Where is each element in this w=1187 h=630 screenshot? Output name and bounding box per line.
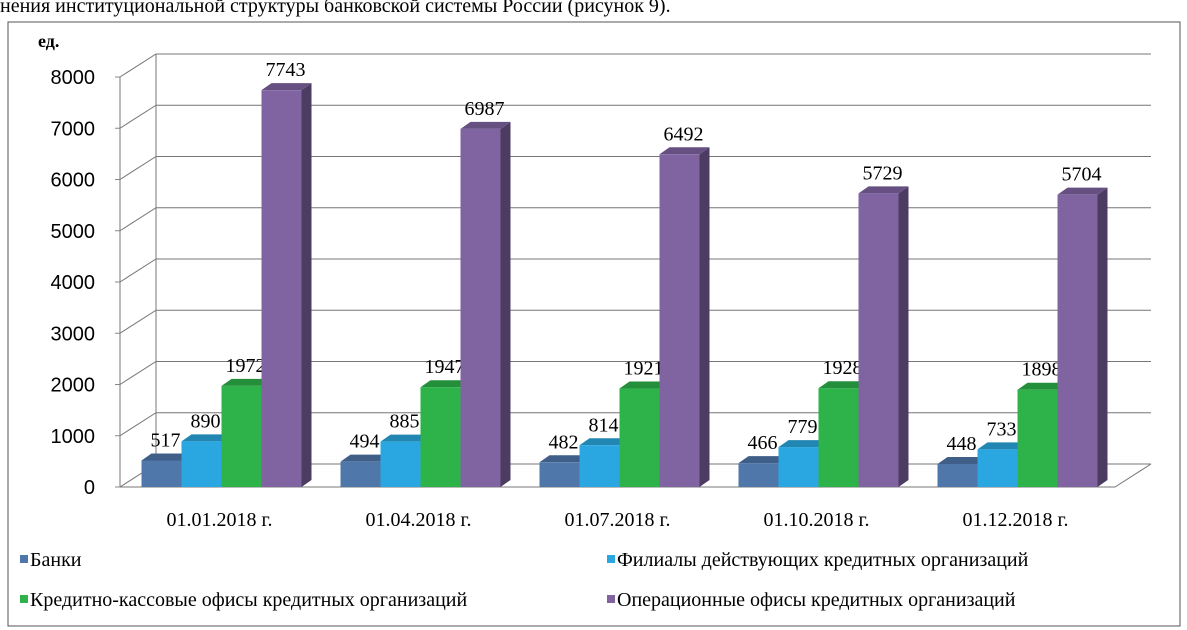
value-label: 517: [151, 430, 181, 452]
bar-top: [858, 186, 909, 194]
bar-side: [1097, 187, 1108, 488]
bar-top: [1057, 187, 1108, 195]
legend-swatch: [607, 555, 615, 563]
value-label: 885: [390, 411, 420, 433]
chart-frame: [7, 21, 1181, 627]
bar-top: [619, 381, 670, 389]
bar: [659, 147, 710, 487]
x-tick-label: 01.04.2018 г.: [366, 509, 472, 531]
bar-top: [181, 434, 232, 442]
value-label: 5704: [1062, 164, 1102, 186]
bar-front: [460, 128, 501, 487]
bar: [340, 454, 391, 487]
bar: [460, 121, 511, 487]
bar-top: [738, 456, 789, 464]
bar-front: [818, 388, 859, 487]
value-label: 6492: [664, 123, 704, 145]
bar-top: [778, 440, 829, 448]
value-label: 7743: [266, 59, 306, 81]
value-label: 779: [788, 416, 818, 438]
bar-front: [261, 90, 302, 487]
bar-side: [699, 147, 710, 487]
x-tick-label: 01.12.2018 г.: [963, 509, 1069, 531]
bar: [1057, 187, 1108, 488]
value-label: 1898: [1022, 359, 1062, 381]
bar-front: [659, 154, 700, 487]
y-tick-label: 1000: [51, 426, 96, 448]
value-label: 1921: [624, 358, 664, 380]
bar-top: [420, 380, 471, 388]
bar: [619, 381, 670, 487]
bar-front: [221, 385, 262, 487]
value-label: 482: [549, 431, 579, 453]
bar-top: [579, 438, 630, 446]
value-label: 1928: [823, 357, 863, 379]
bar-front: [858, 193, 899, 488]
bar-front: [181, 441, 222, 487]
value-label: 1947: [425, 356, 465, 378]
value-label: 494: [350, 431, 380, 453]
value-label: 448: [947, 433, 977, 455]
bar-front: [380, 441, 421, 487]
bar-top: [340, 454, 391, 462]
bar-top: [818, 381, 869, 389]
x-tick-label: 01.07.2018 г.: [565, 509, 671, 531]
bar-front: [340, 461, 381, 487]
bar-side: [301, 83, 312, 487]
bar-front: [778, 447, 819, 487]
y-tick-label: 5000: [51, 221, 96, 243]
y-tick-label: 6000: [51, 170, 96, 192]
bar-top: [539, 455, 590, 463]
y-unit: ед.: [38, 31, 59, 51]
bar-side: [500, 121, 511, 487]
value-label: 890: [191, 410, 221, 432]
bar-front: [937, 464, 978, 487]
y-tick-label: 8000: [51, 67, 96, 89]
bar-top: [380, 434, 431, 442]
y-tick-label: 0: [84, 477, 95, 499]
y-tick-label: 4000: [51, 272, 96, 294]
x-tick-label: 01.10.2018 г.: [764, 509, 870, 531]
bar-front: [579, 445, 620, 487]
bar: [858, 186, 909, 488]
legend-label: Операционные офисы кредитных организаций: [617, 589, 1016, 611]
y-tick-label: 7000: [51, 118, 96, 140]
bar-front: [1057, 194, 1098, 488]
bar-top: [659, 147, 710, 155]
legend-label: Филиалы действующих кредитных организаци…: [617, 549, 1029, 571]
bar-top: [977, 442, 1028, 450]
value-label: 1972: [226, 355, 266, 377]
legend-label: Банки: [30, 549, 82, 571]
bar-front: [420, 387, 461, 487]
value-label: 6987: [465, 98, 505, 120]
value-label: 466: [748, 432, 778, 454]
value-label: 733: [987, 418, 1017, 440]
bar-top: [221, 378, 272, 386]
bar-front: [539, 462, 580, 487]
text-above: нения институциональной структуры банков…: [0, 0, 671, 17]
bar-front: [141, 460, 182, 487]
bar-front: [619, 388, 660, 487]
bar-top: [261, 83, 312, 91]
bar-side: [898, 186, 909, 488]
bar-front: [738, 463, 779, 487]
value-label: 5729: [863, 162, 903, 184]
legend-swatch: [20, 595, 28, 603]
legend-swatch: [607, 595, 615, 603]
legend-swatch: [20, 555, 28, 563]
bar: [261, 83, 312, 487]
legend-label: Кредитно-кассовые офисы кредитных органи…: [30, 589, 467, 611]
bar-front: [977, 449, 1018, 487]
bar-front: [1017, 389, 1058, 487]
y-tick-label: 2000: [51, 375, 96, 397]
y-tick-label: 3000: [51, 323, 96, 345]
bar-top: [1017, 382, 1068, 390]
bar-top: [141, 453, 192, 461]
x-tick-label: 01.01.2018 г.: [167, 509, 273, 531]
bar-top: [460, 121, 511, 129]
value-label: 814: [589, 414, 619, 436]
bar-top: [937, 457, 988, 465]
